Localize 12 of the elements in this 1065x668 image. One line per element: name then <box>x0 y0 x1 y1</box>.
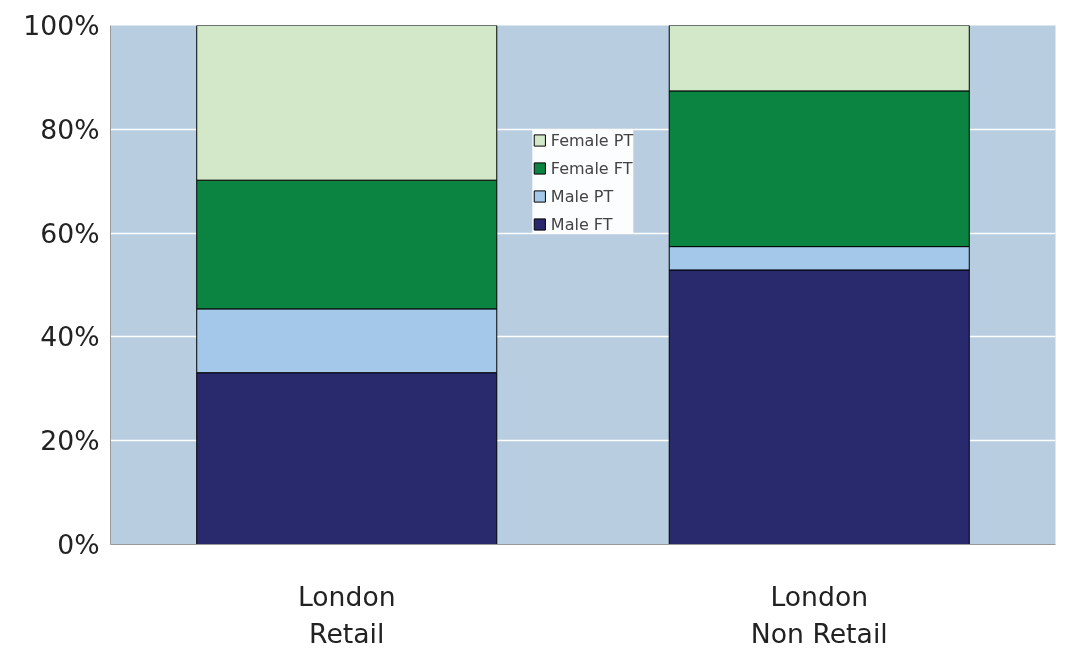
y-tick-label: 60% <box>40 217 100 249</box>
legend-label: Female PT <box>550 130 634 150</box>
legend-label: Male FT <box>550 214 613 234</box>
y-tick-label: 80% <box>40 113 100 145</box>
y-tick-label: 20% <box>40 425 100 457</box>
y-tick-label: 100% <box>23 10 100 41</box>
x-tick-label: London Non Retail <box>750 580 888 649</box>
x-tick-label: London Retail <box>297 580 396 649</box>
legend-label: Male PT <box>550 186 614 206</box>
y-tick-label: 40% <box>40 321 100 353</box>
legend-label: Female FT <box>550 158 633 178</box>
y-tick-label: 0% <box>57 529 100 560</box>
